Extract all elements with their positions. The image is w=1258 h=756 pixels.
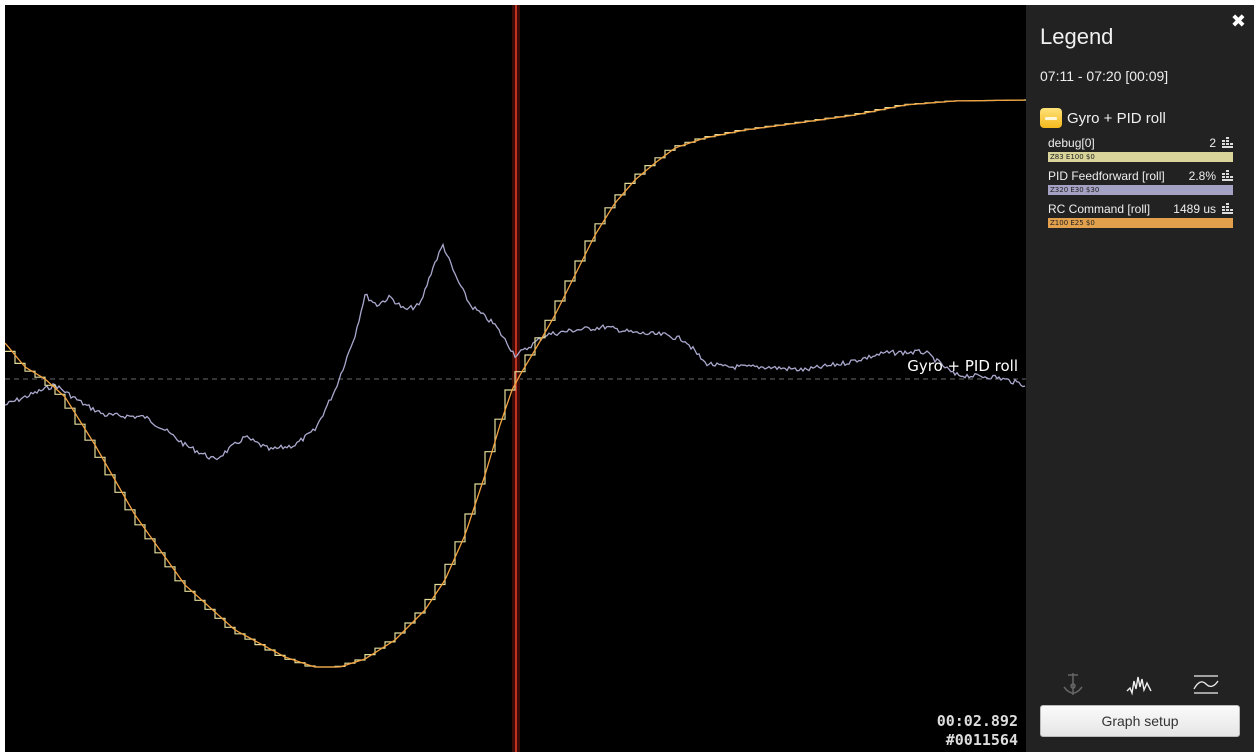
- graph-plot[interactable]: [5, 5, 1026, 752]
- field-value: 1489 us: [1173, 201, 1216, 216]
- legend-group-header[interactable]: Gyro + PID roll: [1040, 108, 1166, 128]
- analyser-icon[interactable]: [1124, 669, 1154, 699]
- field-scale-bar: Z320 E30 $30: [1048, 185, 1233, 195]
- field-value: 2.8%: [1188, 168, 1216, 183]
- graph-canvas[interactable]: Gyro + PID roll 00:02.892 #0011564: [5, 5, 1026, 752]
- collapse-icon[interactable]: [1040, 108, 1062, 128]
- legend-field-feedforward[interactable]: PID Feedforward [roll] 2.8% Z320 E30 $30: [1048, 168, 1233, 195]
- field-name: PID Feedforward [roll]: [1048, 168, 1165, 183]
- rc-command-trace: [5, 99, 1026, 668]
- field-value: 2: [1209, 135, 1216, 150]
- feedforward-trace: [5, 242, 1026, 461]
- graph-group-label: Gyro + PID roll: [907, 357, 1018, 375]
- legend-field-debug[interactable]: debug[0] 2 Z83 E100 $0: [1048, 135, 1233, 162]
- field-scale-bar: Z100 E25 $0: [1048, 218, 1233, 228]
- legend-time-range: 07:11 - 07:20 [00:09]: [1040, 68, 1169, 84]
- field-scale-bar: Z83 E100 $0: [1048, 152, 1233, 162]
- histogram-icon[interactable]: [1222, 137, 1233, 148]
- histogram-icon[interactable]: [1222, 203, 1233, 214]
- legend-title: Legend: [1040, 24, 1114, 49]
- legend-group-name: Gyro + PID roll: [1067, 109, 1166, 127]
- field-name: RC Command [roll]: [1048, 201, 1151, 216]
- close-icon[interactable]: ✖: [1230, 11, 1246, 32]
- craft-view-icon[interactable]: [1058, 669, 1088, 699]
- graph-setup-button[interactable]: Graph setup: [1040, 705, 1240, 737]
- histogram-icon[interactable]: [1222, 170, 1233, 181]
- field-name: debug[0]: [1048, 135, 1095, 150]
- time-readout: 00:02.892: [936, 712, 1018, 730]
- sticks-icon[interactable]: [1191, 669, 1221, 699]
- frame-readout: #0011564: [945, 731, 1018, 749]
- legend-panel: ✖ Legend 07:11 - 07:20 [00:09] Gyro + PI…: [1026, 5, 1254, 752]
- legend-field-rc-command[interactable]: RC Command [roll] 1489 us Z100 E25 $0: [1048, 201, 1233, 228]
